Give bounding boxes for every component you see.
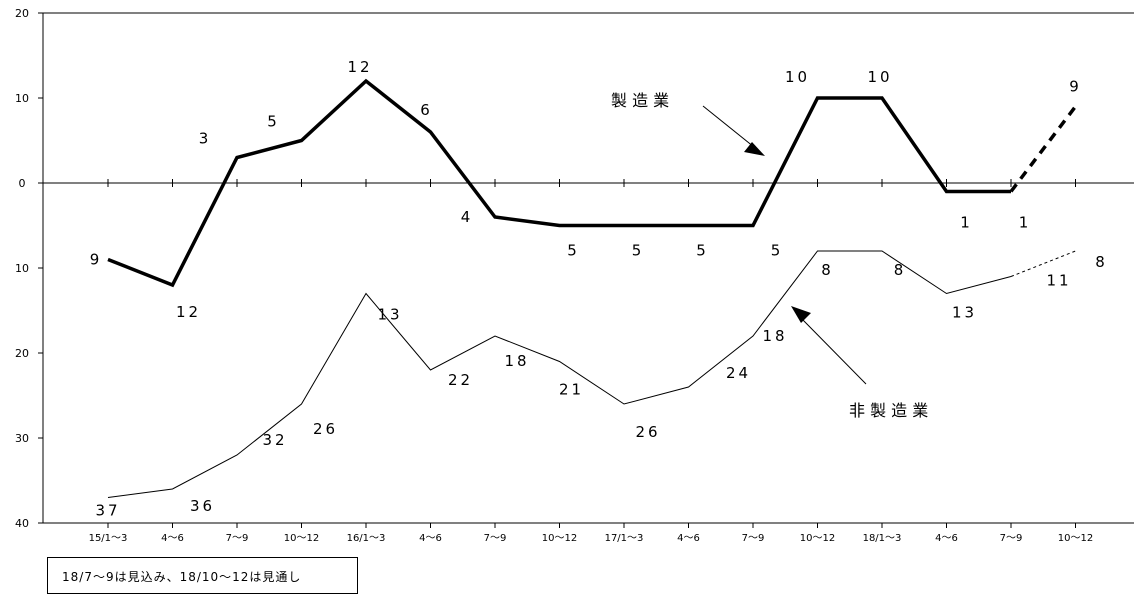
x-tick-label: 15/1～3 <box>89 533 128 544</box>
data-label-non-manufacturing: 32 <box>262 431 287 449</box>
x-tick-label: 10～12 <box>542 533 577 544</box>
x-tick-label: 7～9 <box>742 533 765 544</box>
y-tick-label: 40 <box>15 517 29 530</box>
data-label-manufacturing: 4 <box>461 208 474 226</box>
y-tick-label: 0 <box>19 177 26 190</box>
series-line-non-manufacturing <box>107 250 1012 498</box>
data-label-manufacturing: 9 <box>90 251 103 269</box>
data-label-non-manufacturing: 18 <box>762 327 787 345</box>
x-tick-label: 7～9 <box>226 533 249 544</box>
x-tick-label: 4～6 <box>419 533 442 544</box>
y-tick-label: 30 <box>15 432 29 445</box>
data-label-non-manufacturing: 22 <box>448 371 473 389</box>
x-tick-label: 4～6 <box>677 533 700 544</box>
data-label-manufacturing: 3 <box>199 130 212 148</box>
data-label-manufacturing: 1 <box>1019 214 1032 232</box>
data-label-non-manufacturing: 26 <box>635 423 660 441</box>
axes <box>42 12 1134 524</box>
x-axis-ticks: 15/1～3 4～6 7～9 10～12 16/1～3 4～6 7～9 10～12 17/1～3… <box>89 179 1093 544</box>
data-label-non-manufacturing: 13 <box>952 304 977 322</box>
data-label-manufacturing: 6 <box>420 101 433 119</box>
data-label-manufacturing: 9 <box>1069 78 1082 96</box>
data-label-non-manufacturing: 36 <box>190 497 215 515</box>
data-label-non-manufacturing: 13 <box>377 306 402 324</box>
x-tick-label: 10～12 <box>1058 533 1093 544</box>
series-line-manufacturing <box>107 78 1011 288</box>
x-tick-label: 16/1～3 <box>347 533 386 544</box>
data-label-non-manufacturing: 11 <box>1046 272 1071 290</box>
data-label-non-manufacturing: 8 <box>1095 253 1108 271</box>
x-tick-label: 4～6 <box>161 533 184 544</box>
data-label-manufacturing: 5 <box>267 113 280 131</box>
data-label-manufacturing: 12 <box>176 303 201 321</box>
data-label-manufacturing: 5 <box>567 242 580 260</box>
data-label-non-manufacturing: 18 <box>504 352 529 370</box>
x-tick-label: 10～12 <box>284 533 319 544</box>
arrow-head-manufacturing <box>744 142 765 156</box>
series-label-non-manufacturing: 非 製 造 業 <box>849 401 928 420</box>
y-tick-label: 10 <box>15 262 29 275</box>
y-tick-label: 10 <box>15 92 29 105</box>
note-text: 18/7～9は見込み、18/10～12は見通し <box>62 570 302 584</box>
x-tick-label: 17/1～3 <box>605 533 644 544</box>
data-label-non-manufacturing: 8 <box>894 261 907 279</box>
data-label-non-manufacturing: 26 <box>313 420 338 438</box>
series-lines <box>107 78 1077 498</box>
x-tick-label: 7～9 <box>484 533 507 544</box>
data-label-non-manufacturing: 37 <box>95 502 120 520</box>
annotations: 製 造 業 非 製 造 業 <box>611 91 928 420</box>
data-label-manufacturing: 5 <box>771 242 784 260</box>
x-tick-label: 10～12 <box>800 533 835 544</box>
data-label-non-manufacturing: 24 <box>726 364 751 382</box>
data-label-non-manufacturing: 8 <box>821 261 834 279</box>
data-label-manufacturing: 5 <box>696 242 709 260</box>
data-label-manufacturing: 1 <box>960 214 973 232</box>
data-label-manufacturing: 5 <box>632 242 645 260</box>
series-label-manufacturing: 製 造 業 <box>611 91 669 110</box>
data-label-manufacturing: 12 <box>347 58 372 76</box>
y-axis-ticks: 20 10 0 10 20 30 40 <box>15 7 43 530</box>
data-label-manufacturing: 10 <box>785 68 810 86</box>
arrow-manufacturing <box>702 105 755 148</box>
data-label-manufacturing: 10 <box>867 68 892 86</box>
note-box <box>47 557 358 594</box>
series-forecast-line-manufacturing <box>1009 105 1077 193</box>
x-tick-label: 18/1～3 <box>863 533 902 544</box>
x-tick-label: 7～9 <box>1000 533 1023 544</box>
x-tick-label: 4～6 <box>935 533 958 544</box>
y-tick-label: 20 <box>15 7 29 20</box>
arrow-head-non-manufacturing <box>791 306 811 323</box>
data-label-non-manufacturing: 21 <box>559 381 584 399</box>
arrow-non-manufacturing <box>801 318 867 385</box>
y-tick-label: 20 <box>15 347 29 360</box>
